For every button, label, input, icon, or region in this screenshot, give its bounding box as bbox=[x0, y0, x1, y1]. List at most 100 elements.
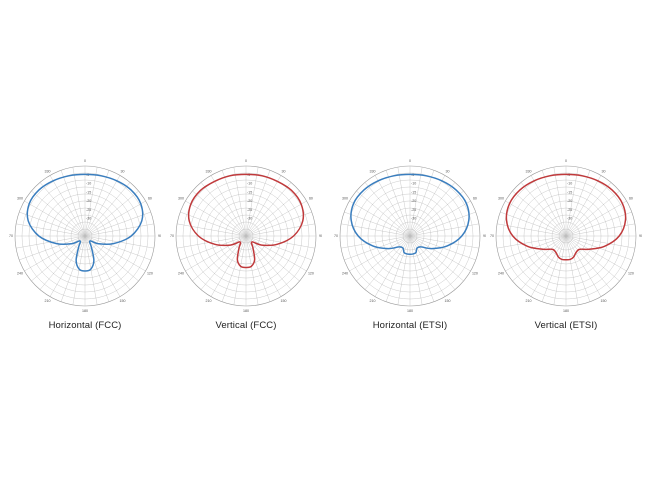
radial-tick-label: -20 bbox=[411, 199, 416, 203]
grid-spoke bbox=[397, 167, 411, 237]
grid-spoke bbox=[60, 235, 86, 302]
angle-tick-label: 180 bbox=[243, 309, 249, 313]
chart-title: Vertical (ETSI) bbox=[534, 320, 598, 331]
polar-grid bbox=[175, 165, 317, 307]
grid-spoke bbox=[245, 170, 271, 237]
grid-spoke bbox=[409, 235, 423, 305]
angle-tick-label: 330 bbox=[206, 169, 212, 173]
grid-spoke bbox=[245, 235, 271, 302]
polar-plot-vertical-etsi: 0 30 60 90 120 150 180 210 240 270 300 330 -30 -25 -20… bbox=[490, 152, 642, 331]
grid-spoke bbox=[192, 190, 247, 237]
grid-spoke bbox=[245, 175, 282, 237]
radial-tick-label: -15 bbox=[86, 190, 91, 194]
grid-spoke bbox=[245, 235, 259, 305]
angle-tick-label: 270 bbox=[170, 234, 174, 238]
radial-tick-label: -20 bbox=[86, 199, 91, 203]
polar-chart-svg: 0 30 60 90 120 150 180 210 240 270 300 330 -30 -25 -20… bbox=[334, 159, 486, 313]
radiation-pattern-line bbox=[505, 173, 627, 261]
radiation-pattern-line bbox=[350, 173, 470, 255]
grid-spoke bbox=[31, 235, 86, 282]
grid-spoke bbox=[221, 235, 247, 302]
grid-spoke bbox=[180, 235, 247, 261]
grid-spoke bbox=[245, 190, 300, 237]
polar-grid bbox=[14, 165, 156, 307]
grid-spoke bbox=[565, 235, 620, 282]
grid-spoke bbox=[374, 235, 411, 297]
angle-tick-label: 270 bbox=[334, 234, 338, 238]
radial-tick-label: -25 bbox=[86, 208, 91, 212]
grid-spoke bbox=[19, 211, 86, 237]
angle-tick-label: 210 bbox=[45, 299, 51, 303]
chart-title: Vertical (FCC) bbox=[215, 320, 277, 331]
grid-spoke bbox=[245, 223, 315, 237]
grid-spoke bbox=[39, 182, 86, 237]
radial-tick-label: -10 bbox=[86, 182, 91, 186]
angle-tick-label: 0 bbox=[409, 159, 411, 163]
angle-tick-label: 210 bbox=[206, 299, 212, 303]
polar-chart-svg: 0 30 60 90 120 150 180 210 240 270 300 330 -30 -25 -20… bbox=[490, 159, 642, 313]
polar-plot-horizontal-fcc: 0 30 60 90 120 150 180 210 240 270 300 330 -30 -25 -20… bbox=[9, 152, 161, 331]
angle-tick-label: 120 bbox=[628, 272, 634, 276]
radial-tick-label: -30 bbox=[86, 217, 91, 221]
grid-spoke bbox=[565, 167, 579, 237]
radial-tick-label: -15 bbox=[567, 190, 572, 194]
radial-tick-label: -10 bbox=[411, 182, 416, 186]
angle-tick-label: 150 bbox=[120, 299, 126, 303]
angle-tick-label: 210 bbox=[370, 299, 376, 303]
polar-plot-horizontal-etsi: 0 30 60 90 120 150 180 210 240 270 300 330 -30 -25 -20… bbox=[334, 152, 486, 331]
angle-tick-label: 30 bbox=[602, 169, 606, 173]
angle-tick-label: 120 bbox=[472, 272, 478, 276]
grid-spoke bbox=[385, 235, 411, 302]
angle-tick-label: 120 bbox=[147, 272, 153, 276]
angle-tick-label: 30 bbox=[282, 169, 286, 173]
angle-tick-label: 240 bbox=[17, 272, 23, 276]
angle-tick-label: 90 bbox=[158, 234, 161, 238]
grid-spoke bbox=[505, 200, 567, 237]
grid-spoke bbox=[245, 235, 312, 261]
grid-spoke bbox=[84, 223, 154, 237]
grid-spoke bbox=[200, 235, 247, 290]
angle-tick-label: 90 bbox=[639, 234, 642, 238]
grid-spoke bbox=[520, 182, 567, 237]
angle-tick-label: 0 bbox=[245, 159, 247, 163]
grid-spoke bbox=[565, 235, 627, 272]
grid-spoke bbox=[409, 170, 435, 237]
grid-spoke bbox=[84, 167, 98, 237]
grid-spoke bbox=[84, 235, 151, 261]
grid-spoke bbox=[72, 167, 86, 237]
grid-spoke bbox=[185, 200, 247, 237]
angle-tick-label: 90 bbox=[483, 234, 486, 238]
grid-spoke bbox=[541, 235, 567, 302]
grid-spoke bbox=[349, 235, 411, 272]
grid-spoke bbox=[60, 170, 86, 237]
grid-spoke bbox=[84, 200, 146, 237]
radial-tick-label: -25 bbox=[411, 208, 416, 212]
grid-spoke bbox=[397, 235, 411, 305]
grid-spoke bbox=[565, 235, 602, 297]
angle-tick-label: 0 bbox=[565, 159, 567, 163]
grid-spoke bbox=[356, 235, 411, 282]
angle-tick-label: 120 bbox=[308, 272, 314, 276]
angle-tick-label: 330 bbox=[526, 169, 532, 173]
grid-spoke bbox=[409, 235, 446, 297]
radial-tick-label: -25 bbox=[247, 208, 252, 212]
grid-spoke bbox=[409, 235, 435, 302]
grid-spoke bbox=[245, 167, 259, 237]
angle-tick-label: 270 bbox=[9, 234, 13, 238]
grid-spoke bbox=[512, 190, 567, 237]
radial-tick-label: -20 bbox=[567, 199, 572, 203]
grid-spoke bbox=[565, 190, 620, 237]
radial-tick-label: -30 bbox=[411, 217, 416, 221]
angle-tick-label: 210 bbox=[526, 299, 532, 303]
grid-spoke bbox=[39, 235, 86, 290]
grid-spoke bbox=[245, 211, 312, 237]
polar-chart-svg: 0 30 60 90 120 150 180 210 240 270 300 330 -30 -25 -20… bbox=[9, 159, 161, 313]
angle-tick-label: 0 bbox=[84, 159, 86, 163]
angle-tick-label: 300 bbox=[342, 197, 348, 201]
grid-spoke bbox=[356, 190, 411, 237]
angle-tick-label: 330 bbox=[45, 169, 51, 173]
grid-spoke bbox=[200, 182, 247, 237]
grid-spoke bbox=[409, 235, 456, 290]
angle-tick-label: 150 bbox=[281, 299, 287, 303]
grid-spoke bbox=[409, 200, 471, 237]
